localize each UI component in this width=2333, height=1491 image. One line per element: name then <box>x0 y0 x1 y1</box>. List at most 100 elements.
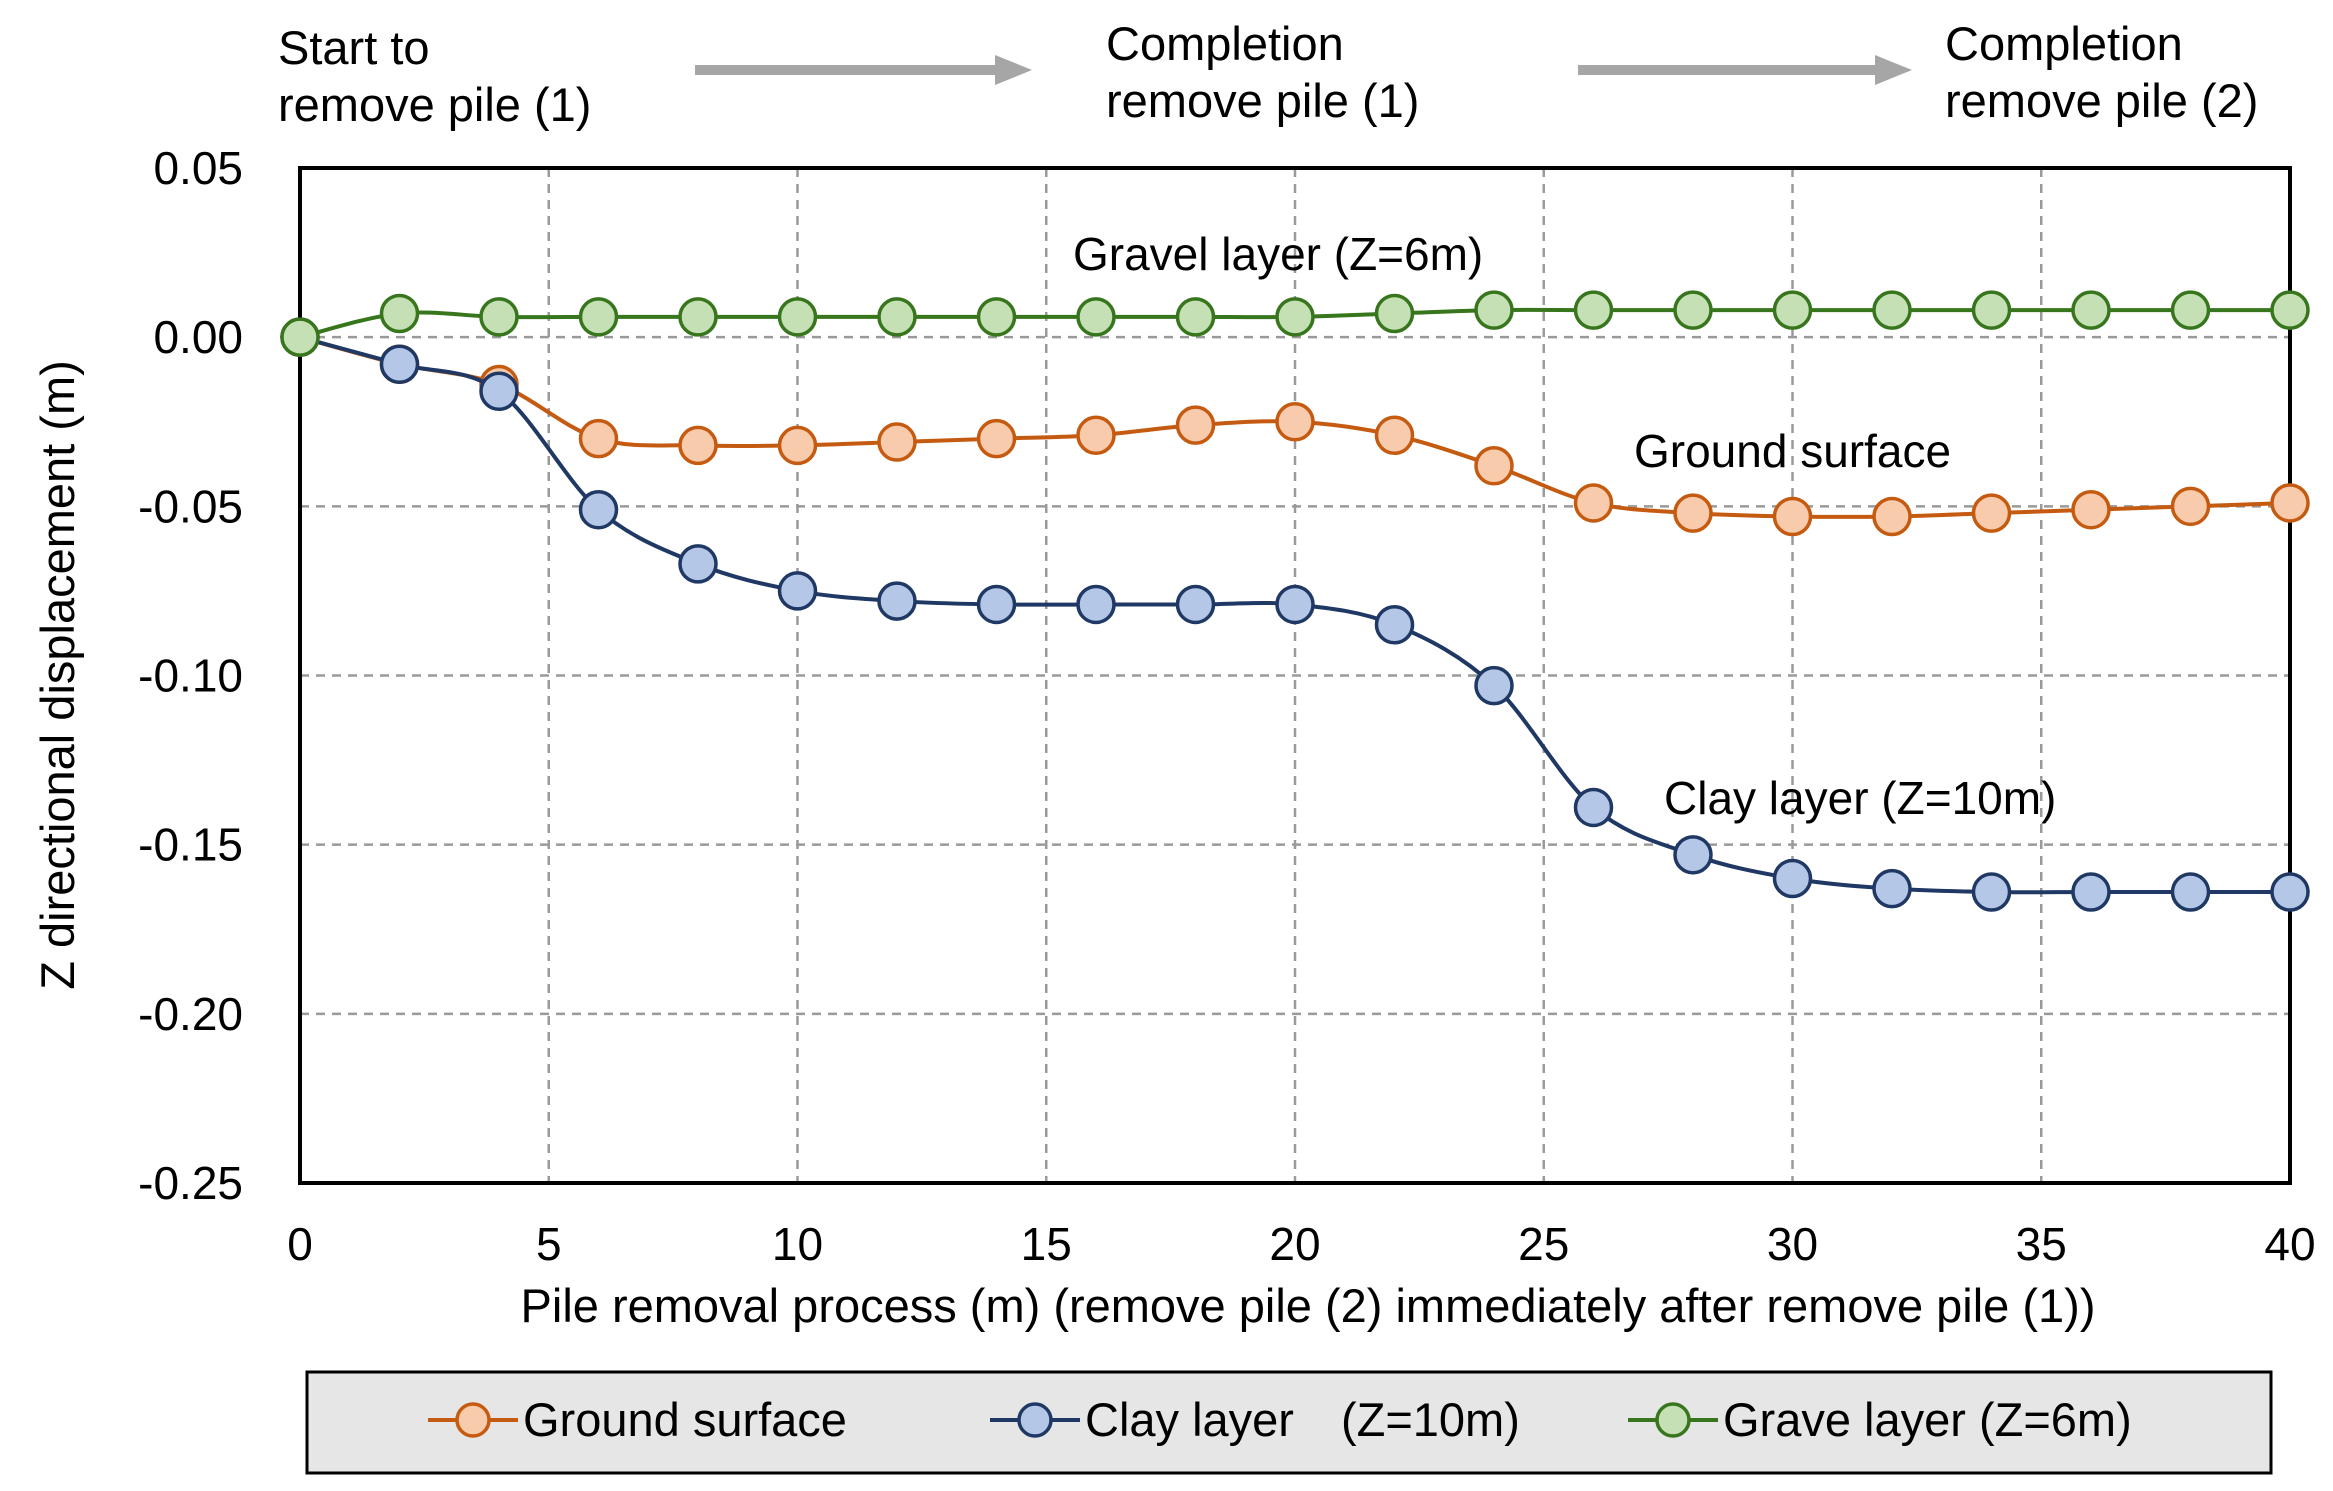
stage-comp2-line2: remove pile (2) <box>1945 74 2258 127</box>
data-point <box>1573 483 1614 523</box>
x-tick-label: 15 <box>1021 1218 1072 1270</box>
data-point <box>1872 868 1912 909</box>
annotation-clay: Clay layer (Z=10m) <box>1664 772 2056 824</box>
legend-marker <box>1017 1402 1053 1438</box>
stage-start-line2: remove pile (1) <box>278 78 591 131</box>
data-point <box>2270 483 2310 523</box>
x-tick-label: 35 <box>2016 1218 2067 1270</box>
data-point <box>976 584 1017 625</box>
annotation-gravel: Gravel layer (Z=6m) <box>1073 228 1483 280</box>
data-point <box>976 297 1017 337</box>
data-point <box>379 344 420 384</box>
data-point <box>1772 858 1813 899</box>
data-point <box>1374 605 1415 645</box>
data-point <box>777 571 818 611</box>
data-point <box>1673 835 1713 875</box>
data-point <box>1971 493 2012 533</box>
stage-comp1-line2: remove pile (1) <box>1106 74 1419 127</box>
data-point <box>578 418 619 459</box>
stage-arrow-2-head <box>1875 55 1912 85</box>
y-axis-label: Z directional displacement (m) <box>31 360 84 990</box>
data-point <box>1474 290 1514 330</box>
data-point <box>877 297 917 337</box>
data-point <box>777 425 818 466</box>
stage-arrow-1-head <box>995 55 1032 85</box>
stage-comp1-line1: Completion <box>1106 17 1344 70</box>
data-point <box>2270 290 2310 330</box>
data-point <box>2170 486 2211 527</box>
data-point <box>2270 872 2310 912</box>
data-point <box>2170 290 2211 330</box>
x-tick-label: 5 <box>536 1218 562 1270</box>
x-tick-label: 10 <box>772 1218 823 1270</box>
data-point <box>1772 290 1813 330</box>
plot-frame <box>298 166 2292 1185</box>
legend-marker <box>455 1402 491 1438</box>
y-tick-label: 0.05 <box>153 142 243 194</box>
legend-label: Grave layer (Z=6m) <box>1723 1393 2132 1446</box>
data-point <box>578 489 619 530</box>
legend-marker <box>1655 1402 1691 1438</box>
x-tick-label: 25 <box>1518 1218 1569 1270</box>
data-point <box>877 422 917 462</box>
data-point <box>1474 445 1514 486</box>
data-point <box>1275 297 1315 337</box>
series-layer <box>280 290 2310 912</box>
data-point <box>1076 584 1116 625</box>
data-point <box>678 425 718 466</box>
data-point <box>1275 402 1315 442</box>
legend-box <box>305 1370 2273 1475</box>
data-point <box>379 293 420 334</box>
legend: Ground surface Clay layer (Z=10m) Grave la… <box>428 1393 2132 1446</box>
data-point <box>678 297 718 337</box>
y-tick-label: -0.05 <box>138 480 243 532</box>
data-point <box>1573 290 1614 330</box>
data-point <box>1374 293 1415 334</box>
stage-comp2-line1: Completion <box>1945 17 2183 70</box>
data-point <box>1175 584 1216 625</box>
legend-label: Clay layer (Z=10m) <box>1085 1393 1520 1446</box>
data-point <box>1872 496 1912 537</box>
data-point <box>1474 665 1514 706</box>
data-point <box>578 297 619 337</box>
data-point <box>1076 297 1116 337</box>
data-point <box>1076 415 1116 456</box>
x-tick-label: 30 <box>1767 1218 1818 1270</box>
data-point <box>678 544 718 584</box>
x-tick-label: 40 <box>2264 1218 2315 1270</box>
data-point <box>479 297 519 337</box>
x-tick-label: 20 <box>1269 1218 1320 1270</box>
data-point <box>2170 872 2211 912</box>
x-axis-label: Pile removal process (m) (remove pile (2… <box>521 1279 2096 1332</box>
data-point <box>1374 415 1415 456</box>
y-tick-label: -0.10 <box>138 650 243 702</box>
data-point <box>280 317 320 357</box>
y-tick-label: 0.00 <box>153 311 243 363</box>
data-point <box>777 297 818 337</box>
data-point <box>877 581 917 621</box>
data-point <box>1971 290 2012 330</box>
stage-header: Start to remove pile (1) Completion remo… <box>278 17 2258 131</box>
stage-arrow-1 <box>695 55 1032 85</box>
data-point <box>2071 290 2111 330</box>
legend-label: Ground surface <box>523 1393 847 1446</box>
data-point <box>1971 872 2012 912</box>
x-axis-ticks: 0 5 10 15 20 25 30 35 40 <box>287 1218 2315 1270</box>
y-axis-ticks: 0.05 0.00 -0.05 -0.10 -0.15 -0.20 -0.25 <box>138 142 243 1209</box>
data-point <box>976 418 1017 459</box>
gridlines <box>300 168 2290 1183</box>
data-point <box>1673 290 1713 330</box>
data-point <box>1772 496 1813 537</box>
y-tick-label: -0.15 <box>138 819 243 871</box>
x-tick-label: 0 <box>287 1218 313 1270</box>
data-point <box>1175 405 1216 445</box>
stage-arrow-2 <box>1578 55 1912 85</box>
data-point <box>1872 290 1912 330</box>
data-point <box>1175 297 1216 337</box>
data-point <box>2071 489 2111 530</box>
y-tick-label: -0.25 <box>138 1157 243 1209</box>
data-point <box>479 371 519 412</box>
data-point <box>1673 493 1713 533</box>
stage-start-line1: Start to <box>278 21 430 74</box>
